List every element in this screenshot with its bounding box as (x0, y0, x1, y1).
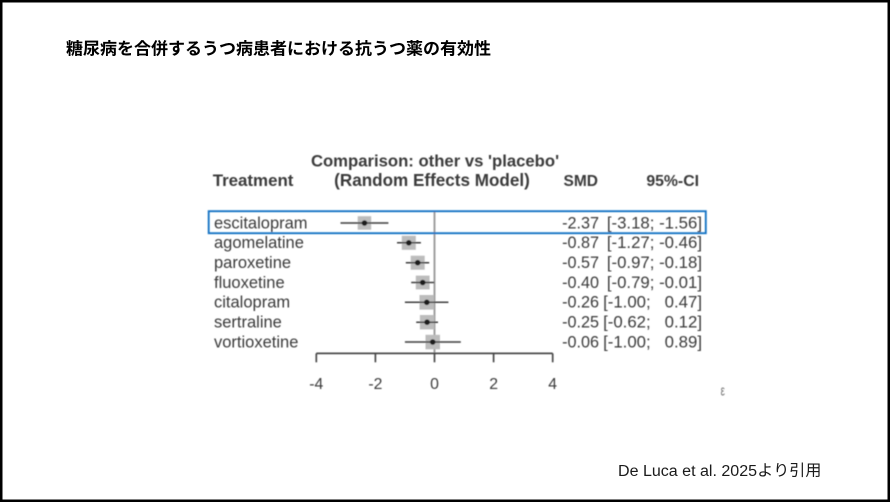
svg-text:ε: ε (721, 382, 726, 399)
svg-text:-4: -4 (309, 376, 323, 393)
svg-text:95%-CI: 95%-CI (646, 173, 699, 190)
svg-text:Treatment: Treatment (213, 171, 294, 190)
svg-text:(Random Effects Model): (Random Effects Model) (334, 171, 530, 190)
svg-text:-0.40: -0.40 (562, 274, 599, 292)
svg-text:-0.87: -0.87 (562, 234, 599, 252)
svg-text:[-0.62; 0.12]: [-0.62; 0.12] (603, 313, 702, 332)
svg-text:[-1.00; 0.47]: [-1.00; 0.47] (603, 293, 702, 312)
svg-text:-0.26: -0.26 (562, 294, 599, 312)
svg-text:paroxetine: paroxetine (214, 254, 291, 272)
svg-text:[-1.00; 0.89]: [-1.00; 0.89] (603, 332, 702, 351)
svg-text:2: 2 (489, 376, 498, 393)
svg-text:fluoxetine: fluoxetine (214, 274, 285, 292)
svg-text:-0.25: -0.25 (562, 314, 599, 332)
svg-text:[-0.79; -0.01]: [-0.79; -0.01] (607, 273, 702, 292)
svg-text:Comparison: other vs 'placebo': Comparison: other vs 'placebo' (311, 152, 559, 171)
svg-text:[-3.18; -1.56]: [-3.18; -1.56] (607, 213, 702, 232)
svg-text:[-1.27; -0.46]: [-1.27; -0.46] (607, 233, 702, 252)
svg-text:-2.37: -2.37 (562, 214, 599, 232)
svg-text:agomelatine: agomelatine (214, 234, 304, 252)
svg-text:escitalopram: escitalopram (214, 214, 308, 232)
svg-text:vortioxetine: vortioxetine (214, 333, 298, 351)
svg-text:[-0.97; -0.18]: [-0.97; -0.18] (607, 253, 702, 272)
svg-text:-0.57: -0.57 (562, 254, 599, 272)
svg-text:SMD: SMD (564, 173, 598, 190)
svg-text:sertraline: sertraline (214, 314, 282, 332)
svg-text:-2: -2 (368, 376, 382, 393)
svg-text:4: 4 (548, 376, 557, 393)
svg-text:0: 0 (430, 376, 439, 393)
svg-text:-0.06: -0.06 (562, 333, 599, 351)
svg-text:De Luca et al. 2025: De Luca et al. 2025 (618, 462, 757, 480)
svg-text:citalopram: citalopram (214, 294, 290, 312)
